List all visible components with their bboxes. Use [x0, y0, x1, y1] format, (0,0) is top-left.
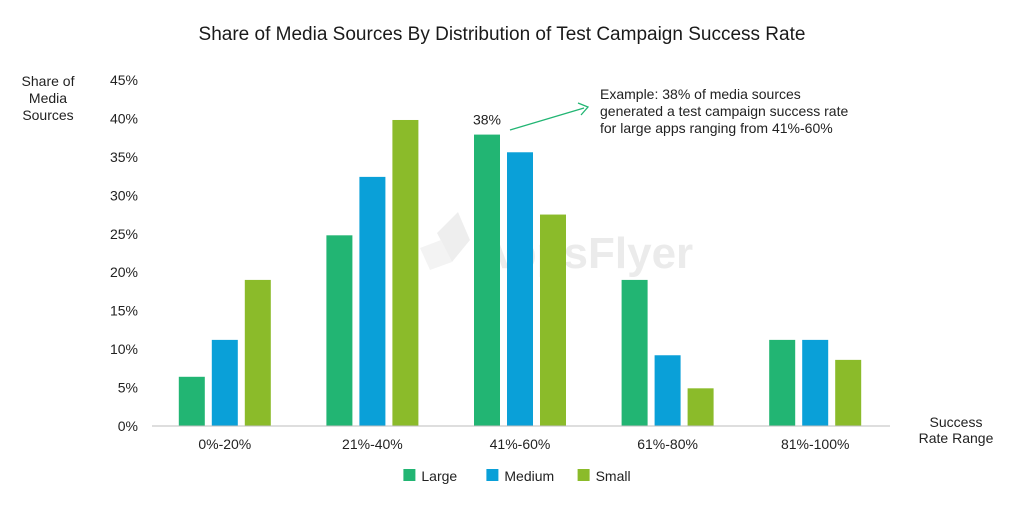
watermark-logo-icon: [437, 212, 470, 262]
annotation-arrow-line: [509, 107, 585, 131]
y-tick-label: 0%: [118, 418, 138, 434]
x-axis-label-line-2: Rate Range: [919, 430, 994, 446]
annotation-line-1: Example: 38% of media sources: [600, 86, 801, 102]
legend-swatch-large: [403, 469, 416, 481]
y-tick-label: 10%: [110, 341, 138, 357]
legend-label-large: Large: [421, 468, 457, 484]
y-axis-label-line-2: Media: [29, 90, 67, 106]
legend-swatch-medium: [486, 469, 499, 481]
legend: Large Medium Small: [403, 468, 631, 484]
bar-small-5: [835, 359, 862, 426]
chart-title: Share of Media Sources By Distribution o…: [199, 24, 806, 45]
bar-medium-1: [211, 339, 238, 426]
x-tick-label: 0%-20%: [198, 436, 251, 452]
y-axis-label: Share of Media Sources: [22, 73, 75, 123]
annotation: Example: 38% of media sources generated …: [509, 86, 848, 136]
x-axis-label: Success Rate Range: [919, 414, 994, 446]
y-tick-label: 15%: [110, 303, 138, 319]
bar-large-4: [621, 279, 648, 426]
y-tick-label: 35%: [110, 149, 138, 165]
y-tick-label: 40%: [110, 110, 138, 126]
x-tick-label: 81%-100%: [781, 436, 850, 452]
bar-small-3: [540, 214, 566, 426]
bar-medium-3: [507, 152, 533, 426]
x-tick-label: 61%-80%: [637, 436, 698, 452]
x-tick-label: 21%-40%: [342, 436, 403, 452]
x-tick-label: 41%-60%: [490, 436, 551, 452]
watermark-logo-shard: [420, 240, 452, 270]
y-tick-label: 20%: [110, 264, 138, 280]
annotation-line-3: for large apps ranging from 41%-60%: [600, 120, 833, 136]
bar-medium-4: [654, 355, 681, 426]
legend-label-medium: Medium: [504, 468, 554, 484]
bars: [178, 119, 862, 426]
annotation-line-2: generated a test campaign success rate: [600, 103, 848, 119]
annotation-arrow-head-icon: [577, 102, 590, 116]
y-axis-ticks: 0% 5% 10% 15% 20% 25% 30% 35% 40% 45%: [110, 72, 138, 434]
x-axis-ticks: 0%-20% 21%-40% 41%-60% 61%-80% 81%-100%: [198, 436, 849, 452]
y-tick-label: 25%: [110, 226, 138, 242]
y-axis-label-line-1: Share of: [22, 73, 75, 89]
bar-large-3: [474, 134, 500, 426]
bar-small-2: [392, 119, 419, 426]
data-label-38: 38%: [473, 112, 501, 128]
y-axis-label-line-3: Sources: [22, 107, 73, 123]
y-tick-label: 5%: [118, 380, 138, 396]
y-tick-label: 30%: [110, 187, 138, 203]
y-tick-label: 45%: [110, 72, 138, 88]
bar-small-1: [244, 279, 271, 426]
x-axis-label-line-1: Success: [930, 414, 983, 430]
bar-small-4: [687, 388, 714, 426]
bar-large-1: [178, 376, 205, 426]
legend-swatch-small: [577, 469, 590, 481]
bar-medium-2: [359, 176, 386, 426]
bar-large-5: [769, 339, 796, 426]
legend-label-small: Small: [596, 468, 631, 484]
bar-large-2: [326, 235, 353, 426]
bar-medium-5: [802, 339, 829, 426]
